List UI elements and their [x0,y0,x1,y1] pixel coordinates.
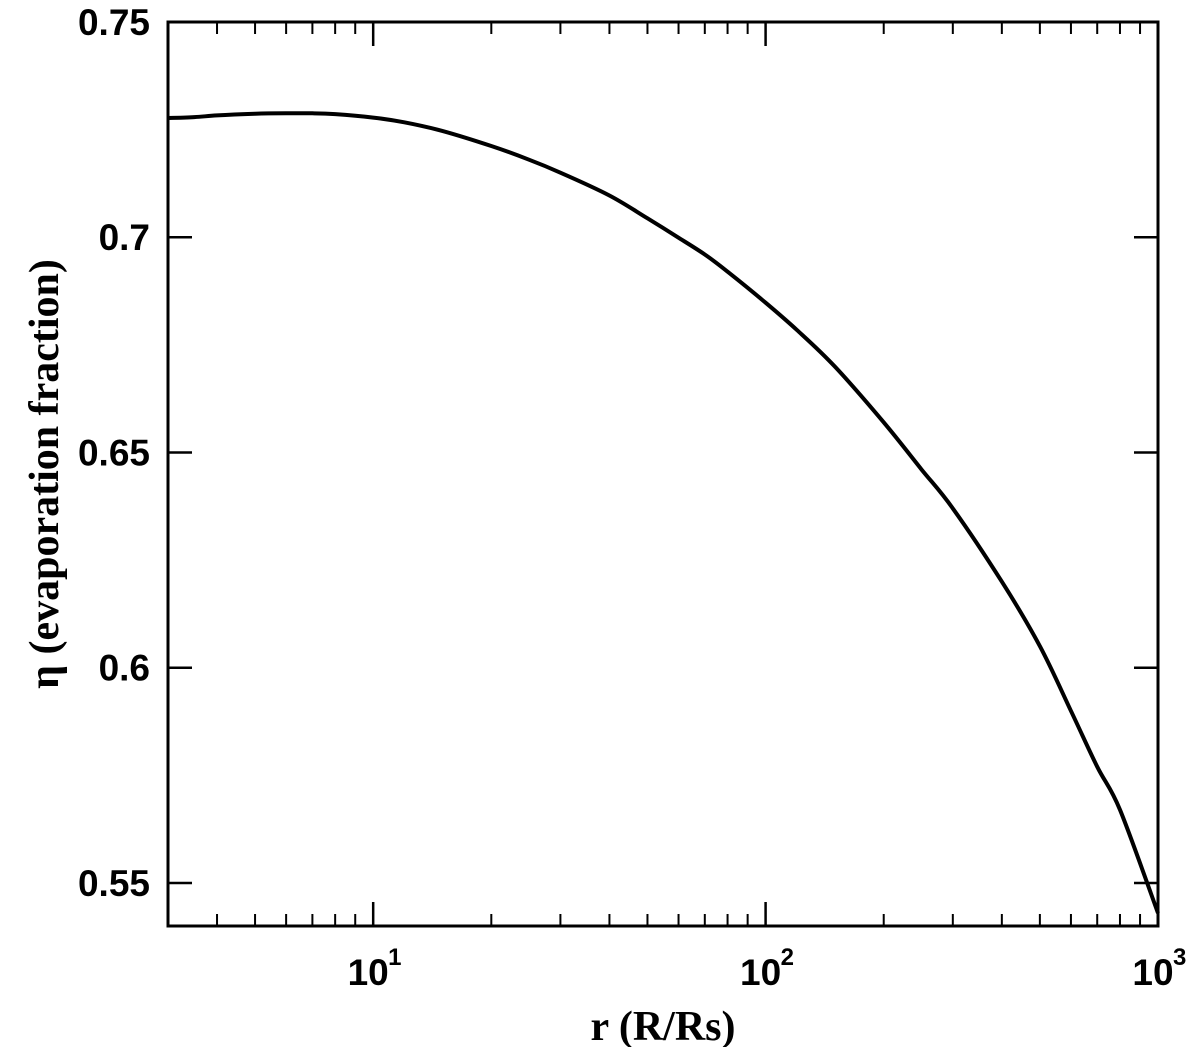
x-axis-title: r (R/Rs) [590,1004,735,1047]
y-tick-label: 0.6 [99,648,150,689]
x-tick-exponent: 1 [388,944,401,971]
x-tick-exponent: 2 [781,944,794,971]
y-tick-label: 0.7 [99,217,150,258]
series-line [167,111,1160,914]
y-tick-label: 0.55 [78,863,150,904]
x-tick-label: 10 [348,952,389,993]
y-tick-label: 0.75 [78,2,150,43]
y-tick-label: 0.65 [78,432,150,473]
y-tick-labels: 0.75 0.7 0.65 0.6 0.55 [78,2,150,904]
x-tick-exponent: 3 [1173,944,1186,971]
x-tick-labels: 10 1 10 2 10 3 [348,944,1187,993]
x-tick-label: 10 [740,952,781,993]
axis-ticks [167,20,1160,926]
y-axis-title: η (evaporation fraction) [22,259,68,689]
plot-frame [166,20,1160,928]
x-tick-label: 10 [1132,952,1173,993]
